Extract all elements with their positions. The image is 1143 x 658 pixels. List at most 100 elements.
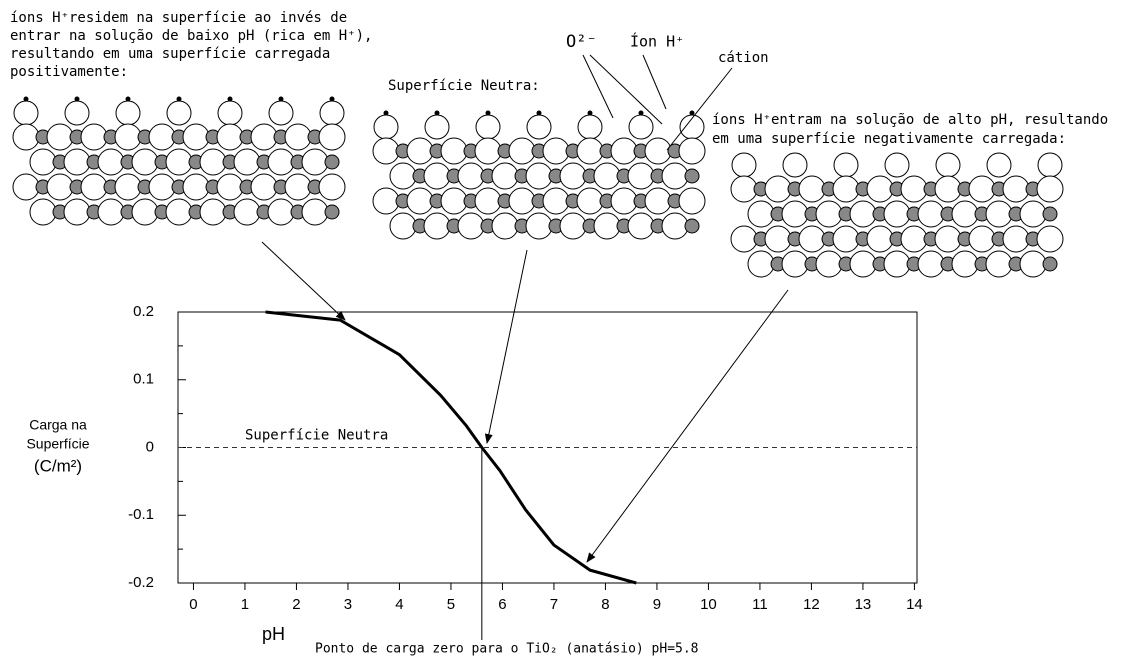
oxygen-atom bbox=[833, 176, 859, 202]
oxygen-atom bbox=[748, 201, 774, 227]
x-tick-label: 11 bbox=[752, 596, 768, 613]
y-tick-label: 0 bbox=[146, 438, 154, 455]
surface-atom bbox=[65, 101, 89, 125]
oxygen-atom bbox=[115, 124, 141, 150]
oxygen-atom bbox=[285, 124, 311, 150]
oxygen-atom bbox=[969, 226, 995, 252]
cation-atom bbox=[685, 219, 699, 233]
oxygen-atom bbox=[765, 176, 791, 202]
oxygen-atom bbox=[731, 176, 757, 202]
oxygen-atom bbox=[166, 149, 192, 175]
oxygen-atom bbox=[952, 251, 978, 277]
cation-atom bbox=[1043, 207, 1057, 221]
oxygen-atom bbox=[268, 199, 294, 225]
oxygen-atom bbox=[560, 163, 586, 189]
oxygen-atom bbox=[526, 163, 552, 189]
hydrogen bbox=[690, 111, 695, 116]
annotation: O²⁻ bbox=[566, 32, 597, 52]
annotation: Superfície Neutra: bbox=[388, 78, 540, 94]
oxygen-atom bbox=[166, 199, 192, 225]
oxygen-atom bbox=[594, 213, 620, 239]
x-tick-label: 5 bbox=[447, 596, 455, 613]
x-tick-label: 14 bbox=[906, 596, 923, 613]
oxygen-atom bbox=[986, 201, 1012, 227]
oxygen-atom bbox=[149, 174, 175, 200]
oxygen-atom bbox=[782, 201, 808, 227]
annotation: positivamente: bbox=[10, 64, 128, 80]
annotation: íons H⁺residem na superfície ao invés de bbox=[10, 10, 347, 26]
oxygen-atom bbox=[833, 226, 859, 252]
y-axis-label: (C/m²) bbox=[34, 456, 82, 475]
oxygen-atom bbox=[390, 163, 416, 189]
cation-atom bbox=[325, 205, 339, 219]
oxygen-atom bbox=[935, 176, 961, 202]
oxygen-atom bbox=[782, 251, 808, 277]
hydrogen bbox=[588, 111, 593, 116]
oxygen-atom bbox=[679, 188, 705, 214]
oxygen-atom bbox=[30, 149, 56, 175]
oxygen-atom bbox=[560, 213, 586, 239]
oxygen-atom bbox=[47, 124, 73, 150]
surface-atom bbox=[885, 153, 909, 177]
surface-atom bbox=[834, 153, 858, 177]
oxygen-atom bbox=[458, 213, 484, 239]
oxygen-atom bbox=[200, 199, 226, 225]
x-tick-label: 9 bbox=[653, 596, 661, 613]
oxygen-atom bbox=[13, 174, 39, 200]
oxygen-atom bbox=[969, 176, 995, 202]
surface-atom bbox=[374, 115, 398, 139]
hydrogen bbox=[639, 111, 644, 116]
oxygen-atom bbox=[543, 138, 569, 164]
oxygen-atom bbox=[132, 199, 158, 225]
y-tick-label: -0.2 bbox=[128, 574, 154, 591]
oxygen-atom bbox=[645, 138, 671, 164]
x-axis-label: pH bbox=[262, 624, 285, 644]
y-tick-label: 0.2 bbox=[133, 303, 154, 320]
oxygen-atom bbox=[884, 201, 910, 227]
oxygen-atom bbox=[98, 199, 124, 225]
y-axis-label: Superfície bbox=[26, 436, 89, 452]
oxygen-atom bbox=[662, 213, 688, 239]
oxygen-atom bbox=[850, 251, 876, 277]
surface-atom bbox=[732, 153, 756, 177]
hydrogen bbox=[24, 97, 29, 102]
cation-atom bbox=[1043, 257, 1057, 271]
oxygen-atom bbox=[407, 188, 433, 214]
cation-atom bbox=[325, 155, 339, 169]
surface-atom bbox=[116, 101, 140, 125]
oxygen-atom bbox=[662, 163, 688, 189]
x-tick-label: 8 bbox=[601, 596, 609, 613]
oxygen-atom bbox=[679, 138, 705, 164]
hydrogen bbox=[75, 97, 80, 102]
zero-charge-label: Ponto de carga zero para o TiO₂ (anatási… bbox=[315, 642, 699, 657]
oxygen-atom bbox=[319, 124, 345, 150]
oxygen-atom bbox=[765, 226, 791, 252]
oxygen-atom bbox=[867, 176, 893, 202]
surface-atom bbox=[425, 115, 449, 139]
y-tick-label: 0.1 bbox=[133, 371, 154, 388]
oxygen-atom bbox=[748, 251, 774, 277]
hydrogen bbox=[384, 111, 389, 116]
x-tick-label: 1 bbox=[241, 596, 249, 613]
y-tick-label: -0.1 bbox=[128, 506, 154, 523]
oxygen-atom bbox=[302, 149, 328, 175]
oxygen-atom bbox=[816, 251, 842, 277]
oxygen-atom bbox=[986, 251, 1012, 277]
arrow bbox=[487, 250, 527, 443]
oxygen-atom bbox=[390, 213, 416, 239]
oxygen-atom bbox=[183, 124, 209, 150]
oxygen-atom bbox=[731, 226, 757, 252]
surface-atom bbox=[527, 115, 551, 139]
oxygen-atom bbox=[319, 174, 345, 200]
oxygen-atom bbox=[302, 199, 328, 225]
hydrogen bbox=[279, 97, 284, 102]
y-axis-label: Carga na bbox=[29, 417, 87, 433]
hydrogen bbox=[537, 111, 542, 116]
surface-atom bbox=[1038, 153, 1062, 177]
annotation: cátion bbox=[718, 50, 769, 66]
surface-atom bbox=[936, 153, 960, 177]
oxygen-atom bbox=[526, 213, 552, 239]
oxygen-atom bbox=[492, 163, 518, 189]
surface-atom bbox=[476, 115, 500, 139]
annotation: resultando em uma superfície carregada bbox=[10, 46, 330, 62]
